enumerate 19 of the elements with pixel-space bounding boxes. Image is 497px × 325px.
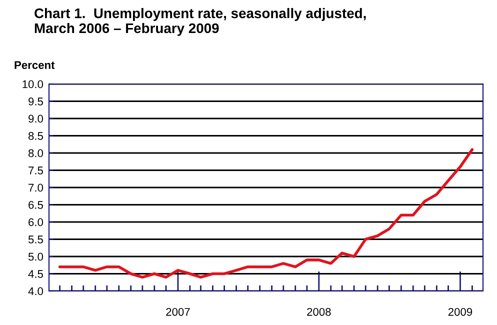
y-tick-label: 6.5 xyxy=(28,201,43,209)
y-tick-label: 4.5 xyxy=(28,270,43,278)
y-tick-label: 5.5 xyxy=(28,236,43,244)
y-tick-label: 9.0 xyxy=(28,114,44,123)
x-tick-label: 2008 xyxy=(307,308,331,316)
y-tick-label: 10.0 xyxy=(22,80,44,88)
y-tick-label: 9.5 xyxy=(28,98,43,106)
y-tick-label: 6.0 xyxy=(28,218,44,226)
y-tick-label: 7.0 xyxy=(28,184,44,192)
y-axis-title: Percent xyxy=(14,61,55,69)
y-tick-label: 7.5 xyxy=(28,166,43,174)
chart-title: Chart 1. Unemployment rate, seasonally adjusted, March 2006 – February 2009 xyxy=(34,8,366,36)
x-tick-label: 2009 xyxy=(448,308,472,316)
x-tick-label: 2007 xyxy=(166,308,190,316)
y-tick-label: 5.0 xyxy=(28,252,44,261)
line-series xyxy=(58,148,474,279)
y-tick-label: 8.0 xyxy=(28,149,44,158)
y-tick-label: 4.0 xyxy=(28,287,44,296)
y-tick-label: 8.5 xyxy=(28,132,43,140)
